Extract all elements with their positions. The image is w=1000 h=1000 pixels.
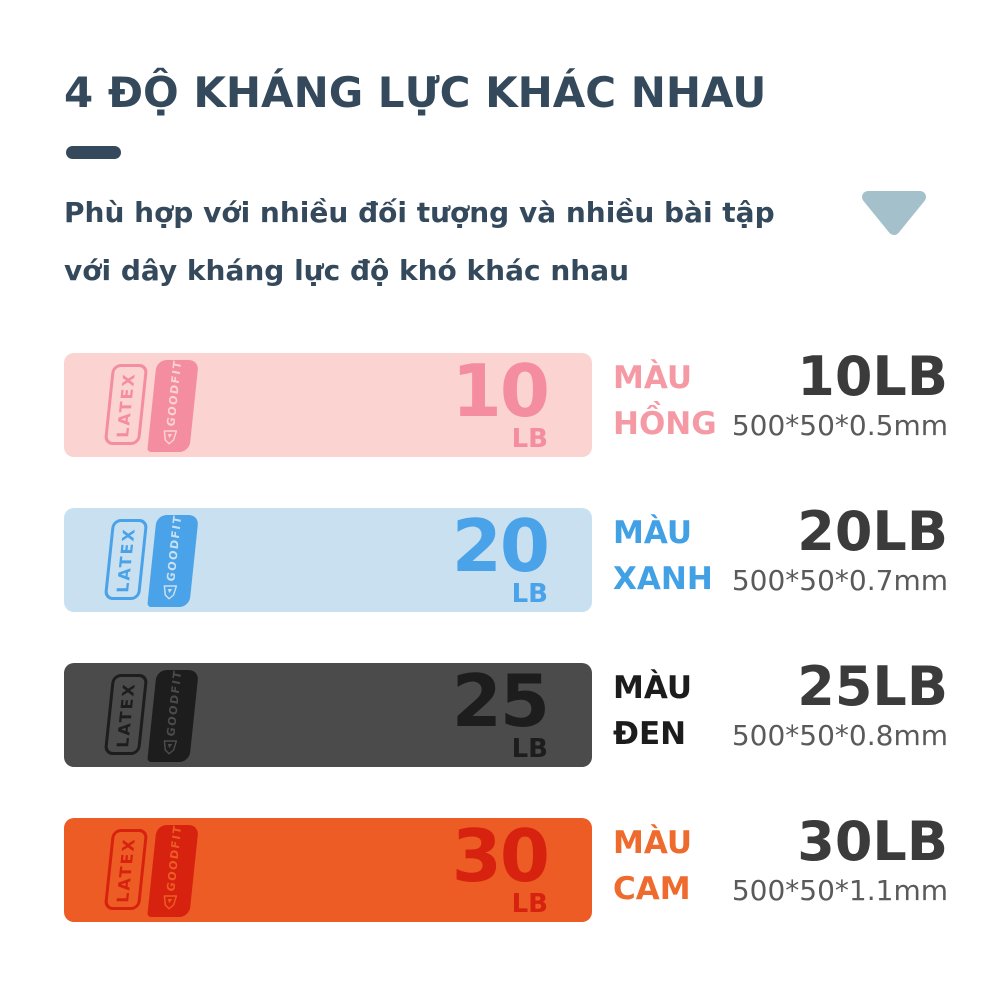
triangle-down-icon (862, 191, 926, 235)
band-weight-unit: LB (511, 734, 548, 764)
product-row-10lb: LATEX GOODFIT 10 LB MÀU HỒNG (0, 345, 1000, 457)
product-row-30lb: LATEX GOODFIT 30 LB MÀU CAM (0, 810, 1000, 922)
color-name-label: MÀU XANH (613, 510, 713, 602)
goodfit-badge: GOODFIT (147, 825, 199, 917)
band-weight: 25 LB (451, 659, 550, 764)
spec-block: 10LB 500*50*0.5mm (731, 345, 948, 442)
page-title: 4 ĐỘ KHÁNG LỰC KHÁC NHAU (64, 68, 767, 117)
spec-block: 25LB 500*50*0.8mm (731, 655, 948, 752)
color-name-line-1: MÀU (613, 670, 693, 706)
band-weight: 20 LB (451, 504, 550, 609)
latex-badge-label: LATEX (113, 681, 139, 748)
band-weight: 30 LB (451, 814, 550, 919)
color-name-label: MÀU CAM (613, 820, 692, 912)
goodfit-badge-label: GOODFIT (164, 359, 185, 427)
spec-weight-label: 10LB (797, 345, 948, 408)
latex-badge-label: LATEX (113, 526, 139, 593)
resistance-band-graphic: LATEX GOODFIT 20 LB (64, 508, 592, 612)
spec-weight-label: 20LB (797, 500, 948, 563)
page-subtitle: Phù hợp với nhiều đối tượng và nhiều bài… (64, 184, 775, 300)
color-name-line-2: XANH (613, 561, 713, 597)
goodfit-badge: GOODFIT (147, 515, 199, 607)
band-weight-unit: LB (511, 889, 548, 919)
resistance-band-graphic: LATEX GOODFIT 30 LB (64, 818, 592, 922)
spec-dimensions: 500*50*1.1mm (731, 874, 948, 907)
resistance-band-graphic: LATEX GOODFIT 25 LB (64, 663, 592, 767)
band-weight-unit: LB (511, 424, 548, 454)
band-weight: 10 LB (451, 349, 550, 454)
latex-badge-label: LATEX (113, 371, 139, 438)
subtitle-line-2: với dây kháng lực độ khó khác nhau (64, 254, 630, 287)
color-name-line-1: MÀU (613, 825, 693, 861)
color-name-line-1: MÀU (613, 515, 693, 551)
color-name-line-2: ĐEN (613, 716, 687, 752)
goodfit-shield-icon (163, 740, 178, 755)
band-weight-number: 20 (451, 504, 550, 588)
color-name-line-2: CAM (613, 871, 691, 907)
band-weight-number: 10 (451, 349, 550, 433)
band-weight-unit: LB (511, 579, 548, 609)
color-name-line-2: HỒNG (613, 406, 717, 442)
latex-badge: LATEX (103, 674, 149, 755)
spec-weight-label: 25LB (797, 655, 948, 718)
goodfit-badge: GOODFIT (147, 360, 199, 452)
latex-badge: LATEX (103, 829, 149, 910)
latex-badge: LATEX (103, 364, 149, 445)
spec-dimensions: 500*50*0.8mm (731, 719, 948, 752)
goodfit-shield-icon (163, 430, 178, 445)
goodfit-shield-icon (163, 585, 178, 600)
subtitle-line-1: Phù hợp với nhiều đối tượng và nhiều bài… (64, 196, 775, 229)
band-weight-number: 30 (451, 814, 550, 898)
goodfit-badge-label: GOODFIT (164, 824, 185, 892)
spec-block: 30LB 500*50*1.1mm (731, 810, 948, 907)
goodfit-badge-label: GOODFIT (164, 669, 185, 737)
spec-dimensions: 500*50*0.7mm (731, 564, 948, 597)
band-weight-number: 25 (451, 659, 550, 743)
spec-dimensions: 500*50*0.5mm (731, 409, 948, 442)
color-name-line-1: MÀU (613, 360, 693, 396)
color-name-label: MÀU ĐEN (613, 665, 692, 757)
spec-weight-label: 30LB (797, 810, 948, 873)
product-row-25lb: LATEX GOODFIT 25 LB MÀU ĐEN (0, 655, 1000, 767)
color-name-label: MÀU HỒNG (613, 355, 717, 447)
latex-badge: LATEX (103, 519, 149, 600)
goodfit-shield-icon (163, 895, 178, 910)
goodfit-badge-label: GOODFIT (164, 514, 185, 582)
spec-block: 20LB 500*50*0.7mm (731, 500, 948, 597)
goodfit-badge: GOODFIT (147, 670, 199, 762)
title-underline-dash (66, 146, 121, 159)
resistance-band-graphic: LATEX GOODFIT 10 LB (64, 353, 592, 457)
product-row-20lb: LATEX GOODFIT 20 LB MÀU XANH (0, 500, 1000, 612)
latex-badge-label: LATEX (113, 836, 139, 903)
